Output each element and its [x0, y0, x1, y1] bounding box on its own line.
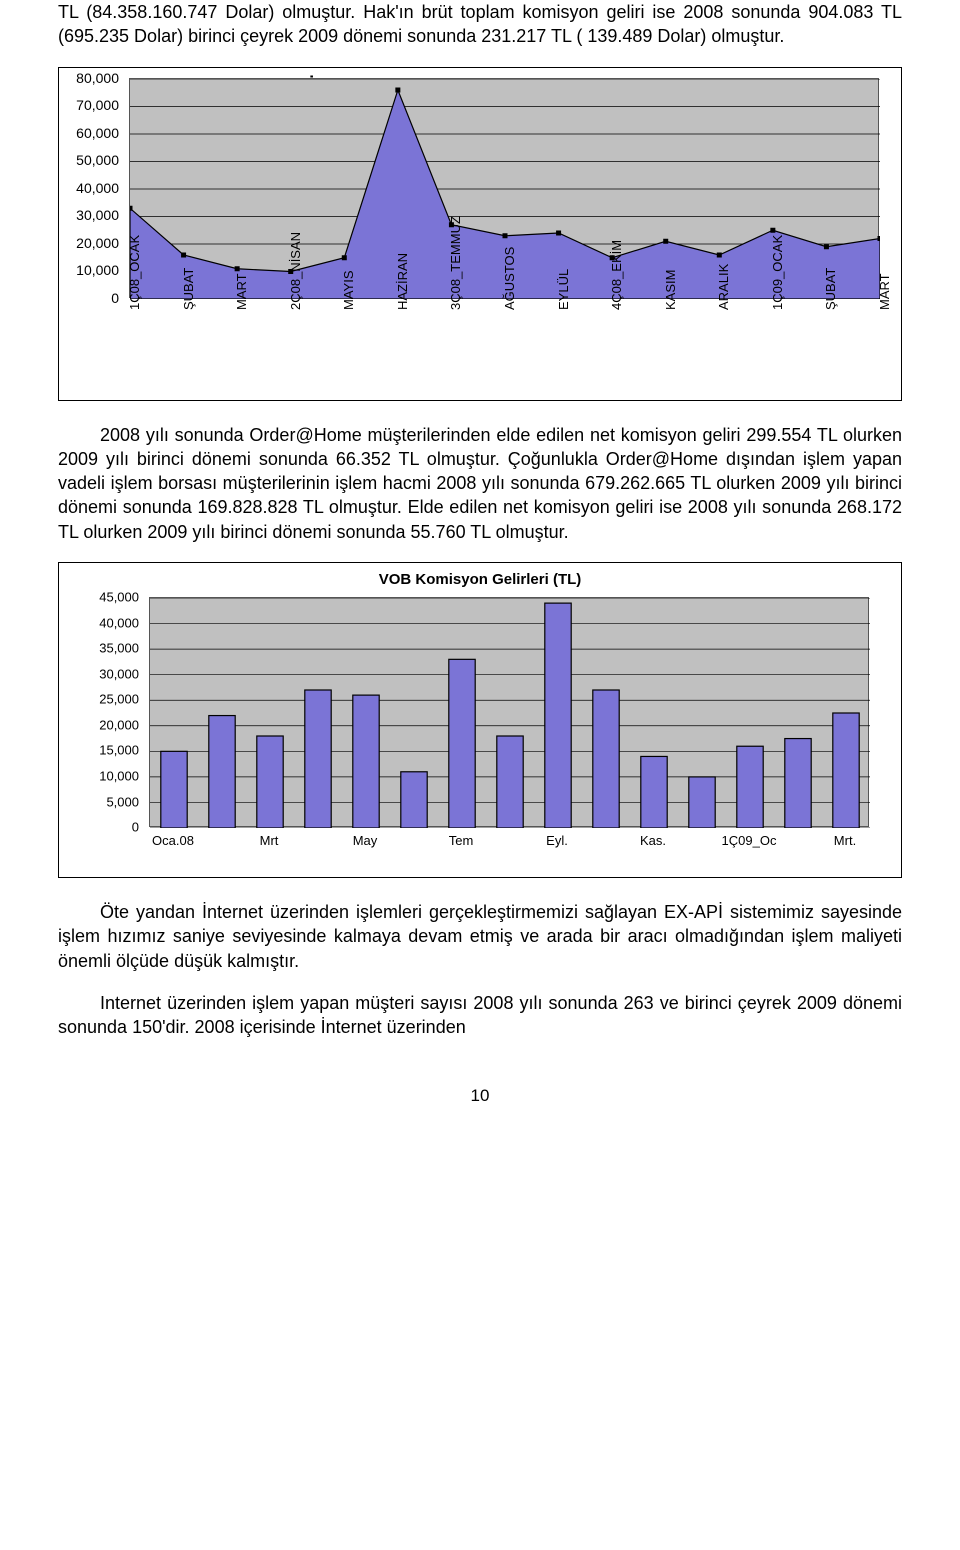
area-y-tick: 20,000 — [76, 235, 119, 251]
bar-x-label: May — [353, 833, 378, 848]
area-y-tick: 80,000 — [76, 70, 119, 86]
bar — [689, 777, 715, 828]
bar-x-label: Tem — [449, 833, 474, 848]
bar — [449, 659, 475, 828]
area-y-tick: 30,000 — [76, 207, 119, 223]
bar-y-tick: 20,000 — [99, 717, 139, 732]
bar — [305, 690, 331, 828]
bar-chart-y-axis: 05,00010,00015,00020,00025,00030,00035,0… — [89, 597, 145, 827]
bar-chart: VOB Komisyon Gelirleri (TL) 0 5,000 10,000… — [69, 571, 891, 871]
bar — [353, 695, 379, 828]
area-y-tick: 10,000 — [76, 262, 119, 278]
bar — [161, 751, 187, 828]
page-number: 10 — [58, 1086, 902, 1106]
bar-x-label: Kas. — [640, 833, 666, 848]
bar-x-label: Mrt. — [834, 833, 856, 848]
bar-x-label: 1Ç09_Oc — [722, 833, 777, 848]
paragraph-bot-1: Öte yandan İnternet üzerinden işlemleri … — [58, 900, 902, 973]
bar-y-tick: 40,000 — [99, 615, 139, 630]
paragraph-mid: 2008 yılı sonunda Order@Home müşterileri… — [58, 423, 902, 544]
area-chart: İnternet'ten Sağlanan Komisyon Gelirleri… — [69, 74, 891, 394]
bar-y-tick: 25,000 — [99, 692, 139, 707]
bar-y-tick: 5,000 — [106, 794, 139, 809]
bar-x-label: Oca.08 — [152, 833, 194, 848]
bar — [785, 739, 811, 828]
paragraph-top: TL (84.358.160.747 Dolar) olmuştur. Hak'… — [58, 0, 902, 49]
bar — [641, 757, 667, 829]
bar-x-label: Mrt — [260, 833, 279, 848]
bar-y-tick: 10,000 — [99, 768, 139, 783]
area-y-tick: 40,000 — [76, 180, 119, 196]
area-y-tick: 50,000 — [76, 152, 119, 168]
paragraph-bot-2: Internet üzerinden işlem yapan müşteri s… — [58, 991, 902, 1040]
area-chart-frame: İnternet'ten Sağlanan Komisyon Gelirleri… — [58, 67, 902, 401]
bar-chart-title: VOB Komisyon Gelirleri (TL) — [69, 571, 891, 588]
bar-y-tick: 0 — [132, 820, 139, 835]
bar — [833, 713, 859, 828]
bar — [401, 772, 427, 828]
bar — [593, 690, 619, 828]
area-y-tick: 60,000 — [76, 125, 119, 141]
bar-chart-x-axis: Oca.08 Mrt May Tem Eyl. Kas. 1Ç09_Oc Mrt. — [149, 831, 869, 861]
bar — [545, 603, 571, 828]
bar-x-label: Eyl. — [546, 833, 568, 848]
bar — [209, 716, 235, 828]
bar — [257, 736, 283, 828]
bar-y-tick: 45,000 — [99, 590, 139, 605]
bar-y-tick: 30,000 — [99, 666, 139, 681]
bar — [497, 736, 523, 828]
area-chart-x-axis: 1Ç08_OCAKŞUBATMART2Ç08_NİSANMAYISHAZİRAN… — [129, 304, 879, 390]
area-y-tick: 0 — [111, 290, 119, 306]
bar-chart-frame: VOB Komisyon Gelirleri (TL) 0 5,000 10,000… — [58, 562, 902, 878]
bar-y-tick: 35,000 — [99, 641, 139, 656]
area-y-tick: 70,000 — [76, 97, 119, 113]
area-chart-y-axis: 010,00020,00030,00040,00050,00060,00070,… — [69, 74, 125, 300]
bar-y-tick: 15,000 — [99, 743, 139, 758]
bar — [737, 746, 763, 828]
bar-chart-plot — [149, 597, 869, 827]
